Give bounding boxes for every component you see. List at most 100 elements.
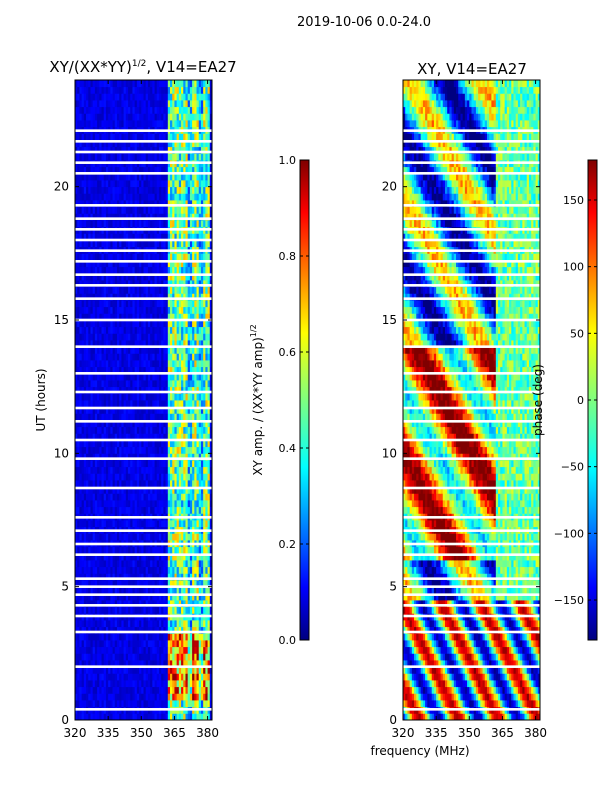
heatmap-cell [79, 320, 83, 328]
heatmap-cell [158, 333, 162, 341]
heatmap-cell [170, 433, 173, 441]
heatmap-cell [75, 433, 78, 441]
heatmap-cell [154, 640, 158, 648]
heatmap-cell [110, 453, 113, 461]
heatmap-cell [136, 673, 140, 681]
heatmap-cell [205, 633, 208, 641]
heatmap-cell [110, 553, 113, 561]
heatmap-cell [187, 346, 191, 354]
heatmap-cell [75, 440, 78, 448]
heatmap-cell [130, 360, 133, 368]
heatmap-cell [103, 493, 107, 501]
heatmap-cell [130, 180, 133, 188]
heatmap-cell [167, 480, 171, 488]
heatmap-cell [174, 186, 178, 194]
heatmap-cell [139, 460, 142, 468]
heatmap-cell [103, 233, 107, 241]
heatmap-cell [189, 620, 193, 628]
heatmap-cell [79, 626, 83, 634]
heatmap-cell [170, 300, 173, 308]
heatmap-cell [165, 206, 169, 214]
heatmap-cell [136, 346, 140, 354]
heatmap-cell [128, 340, 131, 348]
heatmap-cell [167, 306, 171, 314]
heatmap-cell [172, 260, 175, 268]
heatmap-cell [174, 493, 178, 501]
heatmap-cell [172, 280, 175, 288]
heatmap-cell [200, 253, 204, 261]
heatmap-cell [101, 200, 105, 208]
heatmap-cell [161, 386, 164, 394]
heatmap-cell [207, 466, 211, 474]
heatmap-cell [161, 580, 164, 588]
heatmap-cell [86, 660, 89, 668]
heatmap-cell [112, 606, 116, 614]
heatmap-cell [145, 206, 149, 214]
heatmap-cell [189, 693, 193, 701]
heatmap-cell [181, 713, 184, 721]
heatmap-cell [209, 420, 213, 428]
heatmap-cell [196, 653, 200, 661]
heatmap-cell [105, 346, 109, 354]
heatmap-cell [141, 660, 144, 668]
heatmap-cell [86, 313, 89, 321]
heatmap-cell [99, 486, 102, 494]
heatmap-cell [150, 553, 153, 561]
heatmap-cell [170, 440, 173, 448]
heatmap-cell [101, 380, 105, 388]
heatmap-cell [125, 673, 129, 681]
heatmap-cell [101, 473, 105, 481]
heatmap-cell [105, 466, 109, 474]
heatmap-cell [116, 673, 120, 681]
heatmap-cell [97, 213, 100, 221]
heatmap-cell [136, 640, 140, 648]
heatmap-cell [198, 560, 202, 568]
heatmap-cell [200, 326, 204, 334]
heatmap-cell [189, 240, 193, 248]
heatmap-cell [161, 366, 164, 374]
heatmap-cell [128, 360, 131, 368]
heatmap-cell [103, 686, 107, 694]
heatmap-cell [181, 566, 184, 574]
heatmap-cell [176, 546, 180, 554]
heatmap-cell [119, 433, 122, 441]
heatmap-cell [110, 633, 113, 641]
heatmap-cell [123, 580, 127, 588]
heatmap-cell [178, 340, 182, 348]
heatmap-cell [156, 360, 160, 368]
heatmap-cell [103, 400, 107, 408]
heatmap-cell [205, 386, 208, 394]
heatmap-cell [172, 353, 175, 361]
heatmap-cell [174, 440, 178, 448]
heatmap-cell [136, 400, 140, 408]
heatmap-cell [141, 440, 144, 448]
heatmap-cell [121, 673, 125, 681]
heatmap-cell [90, 480, 94, 488]
heatmap-cell [97, 393, 100, 401]
heatmap-cell [134, 506, 138, 514]
heatmap-cell [99, 220, 102, 228]
heatmap-cell [136, 573, 140, 581]
heatmap-cell [86, 293, 89, 301]
heatmap-cell [114, 240, 118, 248]
heatmap-cell [194, 700, 197, 708]
heatmap-cell [88, 200, 91, 208]
heatmap-cell [183, 693, 186, 701]
heatmap-cell [86, 393, 89, 401]
heatmap-cell [128, 426, 131, 434]
heatmap-cell [136, 700, 140, 708]
heatmap-cell [121, 533, 125, 541]
heatmap-cell [209, 313, 213, 321]
heatmap-cell [134, 666, 138, 674]
heatmap-cell [103, 273, 107, 281]
heatmap-cell [81, 273, 85, 281]
heatmap-cell [172, 626, 175, 634]
heatmap-cell [183, 346, 186, 354]
heatmap-cell [143, 313, 147, 321]
heatmap-cell [81, 520, 85, 528]
heatmap-cell [150, 546, 153, 554]
heatmap-cell [156, 426, 160, 434]
heatmap-cell [112, 506, 116, 514]
heatmap-cell [75, 600, 78, 608]
heatmap-cell [81, 680, 85, 688]
